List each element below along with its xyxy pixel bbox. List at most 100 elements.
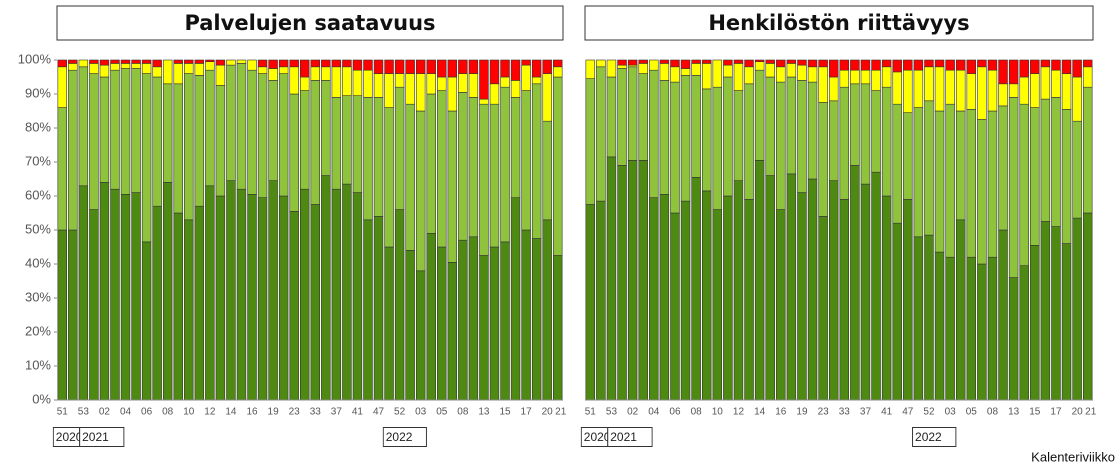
bar-segment [257,59,268,68]
bar-segment [194,75,205,207]
bar-segment [1061,73,1072,110]
title-box [56,5,564,41]
x-tick-label: 05 [966,407,978,418]
bar-segment [776,59,786,68]
year-box: 2020 [52,427,81,447]
x-tick-label: 05 [436,407,448,418]
bar-segment [89,209,99,401]
bar-segment [131,63,141,69]
bar-segment [321,80,331,176]
bar-segment [1008,59,1019,85]
bar-segment [606,76,617,158]
bar-segment [352,59,363,71]
bar-segment [934,251,945,401]
year-box-border [79,427,125,447]
x-tick-label: 14 [225,407,237,418]
bar-segment [670,212,680,401]
bar-segment [1061,109,1072,244]
bar-segment [521,64,531,91]
bar-segment [89,73,99,210]
x-tick-label: 15 [1029,407,1041,418]
bar-segment [373,59,384,74]
bar-segment [797,192,807,401]
bar-segment [479,255,489,401]
bar-segment [468,97,479,238]
bar-segment [310,66,320,81]
bar-segment [152,76,162,207]
bar-segment [797,59,807,66]
x-tick-label: 14 [754,407,766,418]
bar-segment [1082,59,1093,68]
bar-segment [670,66,680,83]
bar-segment [744,83,754,200]
y-tick-label: 0% [32,391,51,406]
chart-title: Henkilöstön riittävyys [708,11,969,35]
bar-segment [733,59,744,64]
bar-segment [871,171,881,401]
x-tick-label: 23 [818,407,830,418]
bar-segment [257,66,268,74]
bar-segment [617,59,627,66]
bar-segment [691,75,701,178]
bar-segment [99,59,110,66]
bar-segment [300,90,310,190]
bar-segment [120,68,131,195]
bar-segment [278,195,289,401]
bar-segment [617,165,627,401]
bar-segment [659,59,670,64]
bar-segment [521,59,531,66]
bar-segment [542,120,552,221]
x-tick-label: 06 [669,407,681,418]
bar-segment [437,90,447,248]
bar-segment [987,69,998,112]
x-tick-label: 10 [712,407,724,418]
bar-segment [1019,265,1029,401]
bar-segment [215,195,226,401]
bar-segment [977,119,987,265]
bar-segment [352,95,363,193]
bar-segment [998,83,1008,107]
bar-segment [120,59,131,64]
bar-segment [331,59,342,68]
bar-segment [596,59,606,68]
x-tick-label: 16 [775,407,787,418]
bar-segment [860,183,871,401]
y-tick-label: 30% [25,289,51,304]
bar-segment [415,110,426,272]
bar-segment [638,73,648,161]
bar-segment [1030,73,1040,108]
bar-segment [765,175,775,401]
bar-segment [289,66,299,95]
x-tick-label: 23 [289,407,301,418]
bar-segment [1051,69,1061,98]
bar-segment [1040,98,1051,222]
bar-segment [173,59,183,64]
bar-segment [1008,97,1019,278]
bar-segment [405,103,415,251]
bar-segment [194,205,205,401]
bar-segment [226,180,236,401]
bar-segment [110,63,120,71]
bar-segment [447,59,458,78]
bar-segment [754,160,765,401]
year-box-border [912,427,957,447]
bar-segment [489,83,500,105]
x-tick-label: 04 [648,407,660,418]
x-tick-label: 19 [796,407,808,418]
bar-segment [1030,245,1040,401]
bar-segment [945,256,955,401]
bar-segment [797,80,807,193]
bar-segment [649,69,659,198]
bar-segment [818,102,828,217]
bar-segment [733,180,744,401]
bar-segment [1072,76,1082,122]
bar-segment [807,66,818,83]
bar-segment [818,59,828,68]
bar-segment [215,85,226,197]
bar-segment [415,59,426,74]
x-tick-label: 52 [923,407,935,418]
bar-segment [68,63,78,71]
x-tick-label: 33 [310,407,322,418]
bar-segment [712,59,723,88]
bar-segment [489,59,500,85]
